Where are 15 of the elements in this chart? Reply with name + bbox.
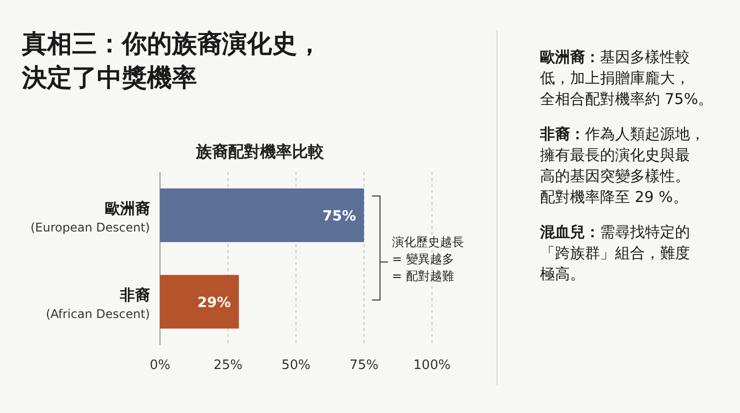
chart-title: 真相三：你的族裔演化史，決定了中獎機率 <box>21 29 322 92</box>
data-label: 29% <box>197 294 231 311</box>
x-tick-label: 100% <box>413 358 451 373</box>
text: 混血兒：需尋找特定的「跨族群」組合，難度極高。 <box>539 223 690 283</box>
x-tick-label: 50% <box>282 358 310 373</box>
annotation: 演化歷史越長 = 變異越多 = 配對越難 <box>392 235 464 283</box>
x-tick-label: 25% <box>214 358 242 373</box>
y-tick-label: 非裔 (African Descent) <box>46 286 150 321</box>
data-label: 75% <box>322 208 356 224</box>
y-tick-label: 歐洲裔 (European Descent) <box>30 199 150 234</box>
text: 非裔：作為人類起源地，擁有最長的演化史與最高的基因突變多樣性。配對機率降至 29 %。 <box>539 125 705 206</box>
x-tick-label: 75% <box>350 358 378 373</box>
chart-subtitle: 族裔配對機率比較 <box>195 142 325 161</box>
text: 歐洲裔：基因多樣性較低，加上捐贈庫龐大，全相合配對機率約 75%。 <box>540 48 714 108</box>
x-tick-label: 0% <box>150 358 170 373</box>
